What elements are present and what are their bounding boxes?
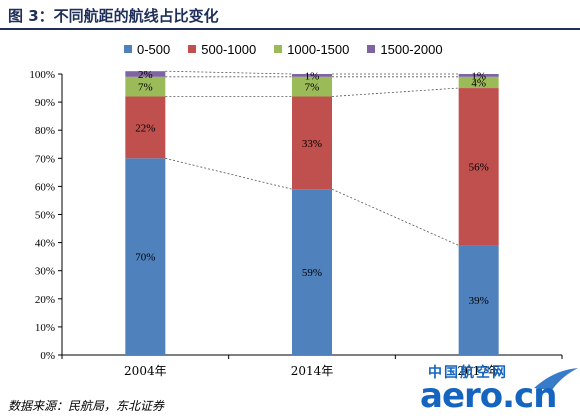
y-tick-label: 90% (35, 97, 55, 109)
data-label: 59% (302, 267, 322, 279)
watermark-cn-text: 中国航空网 (428, 365, 508, 381)
y-tick-label: 0% (40, 350, 55, 362)
aero-cn-watermark: 中国航空网 aero.cn (420, 362, 580, 418)
source-note: 数据来源：民航局，东北证券 (8, 399, 165, 413)
data-label: 22% (135, 122, 155, 134)
bar-0-500-0 (125, 158, 166, 355)
y-tick-label: 80% (35, 125, 55, 137)
y-tick-label: 50% (35, 210, 55, 222)
y-tick-label: 70% (35, 153, 55, 165)
chart-legend: 0-500 500-1000 1000-1500 1500-2000 (124, 40, 443, 58)
connector-line (331, 87, 459, 97)
bar-1000-1500-2 (458, 76, 499, 89)
y-tick-label: 100% (29, 69, 55, 81)
bar-0-500-2 (458, 245, 499, 355)
y-tick-label: 40% (35, 238, 55, 250)
legend-item: 1500-2000 (367, 41, 443, 57)
data-label: 39% (469, 295, 489, 307)
data-label: 7% (305, 82, 320, 94)
y-tick-label: 10% (35, 322, 55, 334)
data-label: 4% (471, 77, 486, 89)
connector-line (331, 188, 459, 246)
bar-1000-1500-1 (292, 76, 332, 97)
connector-line (165, 157, 293, 190)
bar-1500-2000-2 (458, 74, 499, 77)
bar-1500-2000-0 (125, 71, 166, 77)
x-tick-label: 2017年 (457, 364, 500, 378)
figure-title: 图 3：不同航距的航线占比变化 (8, 7, 219, 25)
data-label: 70% (135, 252, 155, 264)
legend-swatch (274, 45, 283, 53)
legend-item: 0-500 (124, 42, 170, 57)
legend-item: 1000-1500 (274, 42, 349, 57)
data-label: 2% (138, 69, 153, 81)
legend-item: 500-1000 (188, 42, 256, 57)
watermark-en-text: aero.cn (420, 376, 557, 416)
legend-swatch (188, 45, 197, 53)
data-label: 1% (305, 70, 320, 82)
y-tick-label: 30% (35, 266, 55, 278)
y-tick-label: 20% (35, 294, 55, 306)
legend-label: 500-1000 (201, 41, 257, 57)
title-bar: 图 3：不同航距的航线占比变化 (0, 0, 580, 28)
data-label: 56% (469, 162, 489, 174)
data-label: 7% (138, 82, 153, 94)
bar-1000-1500-0 (125, 76, 166, 97)
title-rule (0, 28, 580, 30)
data-label: 1% (471, 70, 486, 82)
x-tick-label: 2004年 (124, 364, 167, 378)
legend-label: 1000-1500 (287, 41, 350, 57)
legend-label: 1500-2000 (380, 41, 443, 57)
bar-0-500-1 (292, 189, 332, 355)
legend-label: 0-500 (137, 41, 171, 57)
bar-500-1000-0 (125, 96, 166, 159)
connector-line (165, 70, 293, 75)
legend-swatch (367, 45, 376, 53)
data-label: 33% (302, 138, 322, 150)
y-tick-label: 60% (35, 181, 55, 193)
bar-500-1000-1 (292, 96, 332, 190)
legend-swatch (124, 45, 132, 53)
x-tick-label: 2014年 (291, 364, 334, 378)
bar-500-1000-2 (458, 88, 499, 246)
bar-1500-2000-1 (292, 74, 332, 77)
airplane-swoosh-icon (534, 368, 578, 390)
